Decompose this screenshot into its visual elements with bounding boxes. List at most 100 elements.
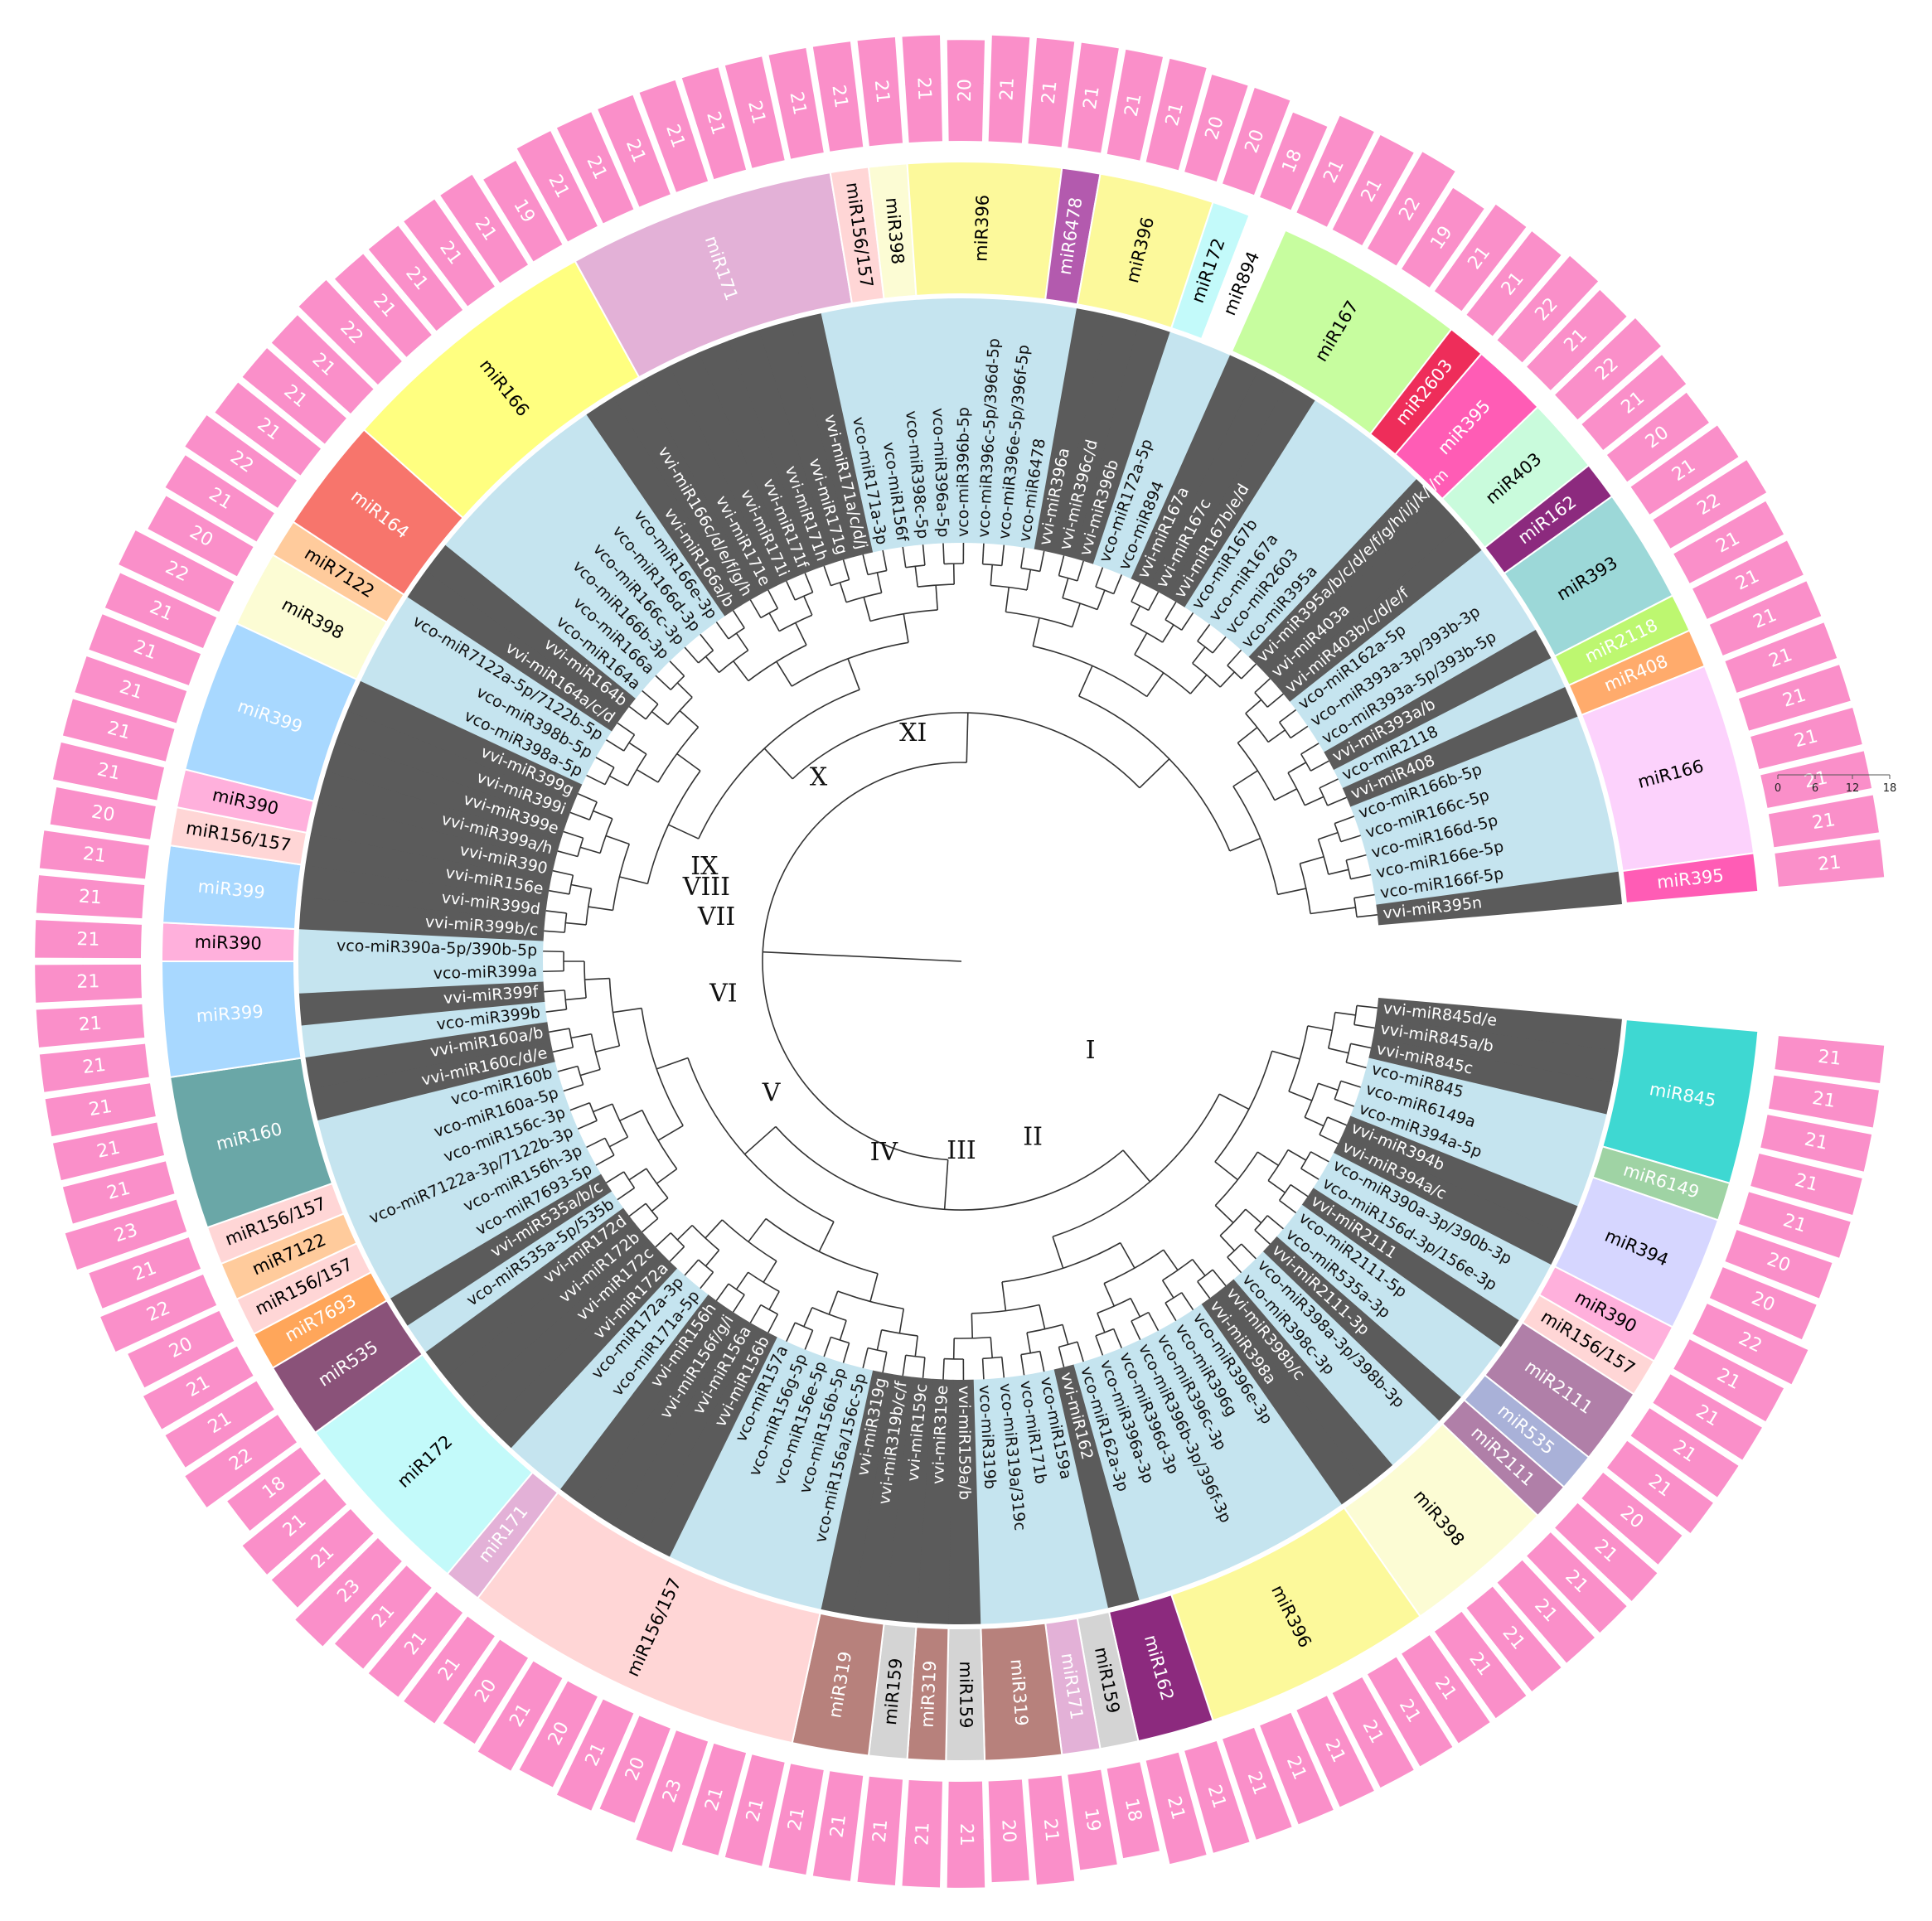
branch-segment <box>1097 590 1105 609</box>
clade-label: IX <box>690 852 719 881</box>
branch-segment <box>899 1309 903 1333</box>
branch-segment <box>1329 1048 1349 1053</box>
branch-segment <box>734 661 748 681</box>
branch-segment <box>651 1198 667 1212</box>
branch-segment <box>1346 855 1366 860</box>
branch-segment <box>658 1125 683 1140</box>
branch-segment <box>606 836 629 844</box>
branch-segment <box>1267 1216 1283 1229</box>
branch-segment <box>1237 728 1257 743</box>
branch-segment <box>1021 1355 1024 1376</box>
branch-segment <box>1193 647 1205 664</box>
branch-segment <box>915 566 918 587</box>
branch-segment <box>705 1251 719 1266</box>
branch-segment <box>620 1111 642 1121</box>
branch-segment <box>1005 588 1009 612</box>
branch-segment <box>617 723 635 734</box>
branch-segment <box>1096 1336 1102 1356</box>
branch-segment <box>565 923 586 925</box>
family-label: miR159 <box>956 1661 976 1728</box>
length-value: 21 <box>87 1096 114 1120</box>
branch-segment <box>883 550 887 571</box>
branch-segment <box>1319 1135 1339 1144</box>
branch-segment <box>564 831 583 838</box>
length-value: 21 <box>81 1055 107 1078</box>
length-value: 21 <box>1039 80 1062 104</box>
branch-segment <box>1121 1243 1135 1268</box>
branch-segment <box>595 1046 619 1052</box>
branch-segment <box>716 1284 729 1300</box>
length-value: 21 <box>1811 810 1838 834</box>
family-label: miR319 <box>918 1660 941 1728</box>
branch-segment <box>587 776 605 785</box>
branch-segment <box>1079 665 1092 696</box>
branch-segment <box>656 1169 676 1183</box>
branch-segment <box>848 659 859 690</box>
branch-segment <box>1213 1270 1226 1285</box>
branch-segment <box>629 1169 646 1180</box>
branch-segment <box>1131 1299 1140 1317</box>
clade-label: II <box>1023 1122 1043 1151</box>
branch-segment <box>677 683 692 698</box>
branch-segment <box>1341 835 1361 842</box>
branch-segment <box>734 1294 745 1312</box>
branch-segment <box>1310 907 1355 913</box>
length-value: 21 <box>785 1806 810 1832</box>
tree-branches <box>543 543 1378 1380</box>
branch-segment <box>716 622 729 639</box>
branch-segment <box>768 590 778 608</box>
branch-segment <box>1268 730 1285 743</box>
branch-segment <box>578 1120 597 1129</box>
branch-segment <box>705 656 719 672</box>
branch-segment <box>1040 551 1044 572</box>
length-value: 21 <box>1817 1047 1842 1070</box>
branch-segment <box>903 1355 906 1376</box>
branch-segment <box>1301 743 1319 754</box>
branch-segment <box>1288 1150 1306 1161</box>
branch-segment <box>544 931 564 932</box>
branch-segment <box>1351 1043 1371 1048</box>
branch-segment <box>877 1330 881 1350</box>
branch-segment <box>750 600 761 618</box>
branch-segment <box>1131 583 1140 602</box>
length-value: 20 <box>955 79 976 102</box>
branch-segment <box>804 1308 812 1327</box>
branch-segment <box>748 1219 766 1242</box>
branch-segment <box>670 661 684 676</box>
branch-segment <box>1190 675 1207 694</box>
branch-segment <box>1334 1099 1353 1106</box>
branch-segment <box>1149 592 1159 610</box>
branch-segment <box>1073 603 1080 627</box>
branch-segment <box>642 691 658 704</box>
branch-segment <box>1354 1024 1375 1028</box>
branch-segment <box>840 1320 846 1340</box>
branch-segment <box>1351 874 1371 878</box>
branch-segment <box>1215 1162 1237 1180</box>
branch-segment <box>936 585 937 610</box>
branch-segment <box>971 1314 972 1338</box>
branch-segment <box>764 748 792 779</box>
length-value: 21 <box>913 77 934 101</box>
branch-segment <box>1319 779 1339 788</box>
branch-segment <box>990 1338 992 1358</box>
branch-segment <box>1357 915 1378 917</box>
branch-segment <box>580 847 600 853</box>
branch-segment <box>1063 578 1068 598</box>
branch-segment <box>1002 545 1005 566</box>
branch-segment <box>553 871 573 875</box>
branch-segment <box>1257 1152 1278 1165</box>
branch-segment <box>1318 1083 1338 1090</box>
branch-segment <box>1305 796 1324 805</box>
branch-segment <box>613 1009 642 1013</box>
branch-segment <box>1242 664 1257 679</box>
branch-segment <box>1328 1117 1347 1125</box>
branch-segment <box>700 1272 714 1289</box>
branch-segment <box>580 1069 600 1075</box>
length-value: 21 <box>785 90 810 117</box>
branch-segment <box>1027 1333 1030 1353</box>
clade-label: IV <box>870 1138 899 1167</box>
branch-segment <box>863 1348 868 1368</box>
branch-segment <box>549 1028 569 1032</box>
branch-segment <box>1033 618 1039 646</box>
branch-arc <box>763 762 966 1159</box>
